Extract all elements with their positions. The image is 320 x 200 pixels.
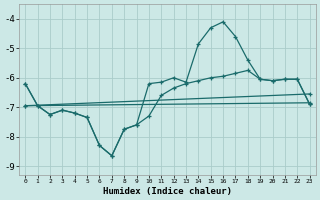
X-axis label: Humidex (Indice chaleur): Humidex (Indice chaleur): [103, 187, 232, 196]
